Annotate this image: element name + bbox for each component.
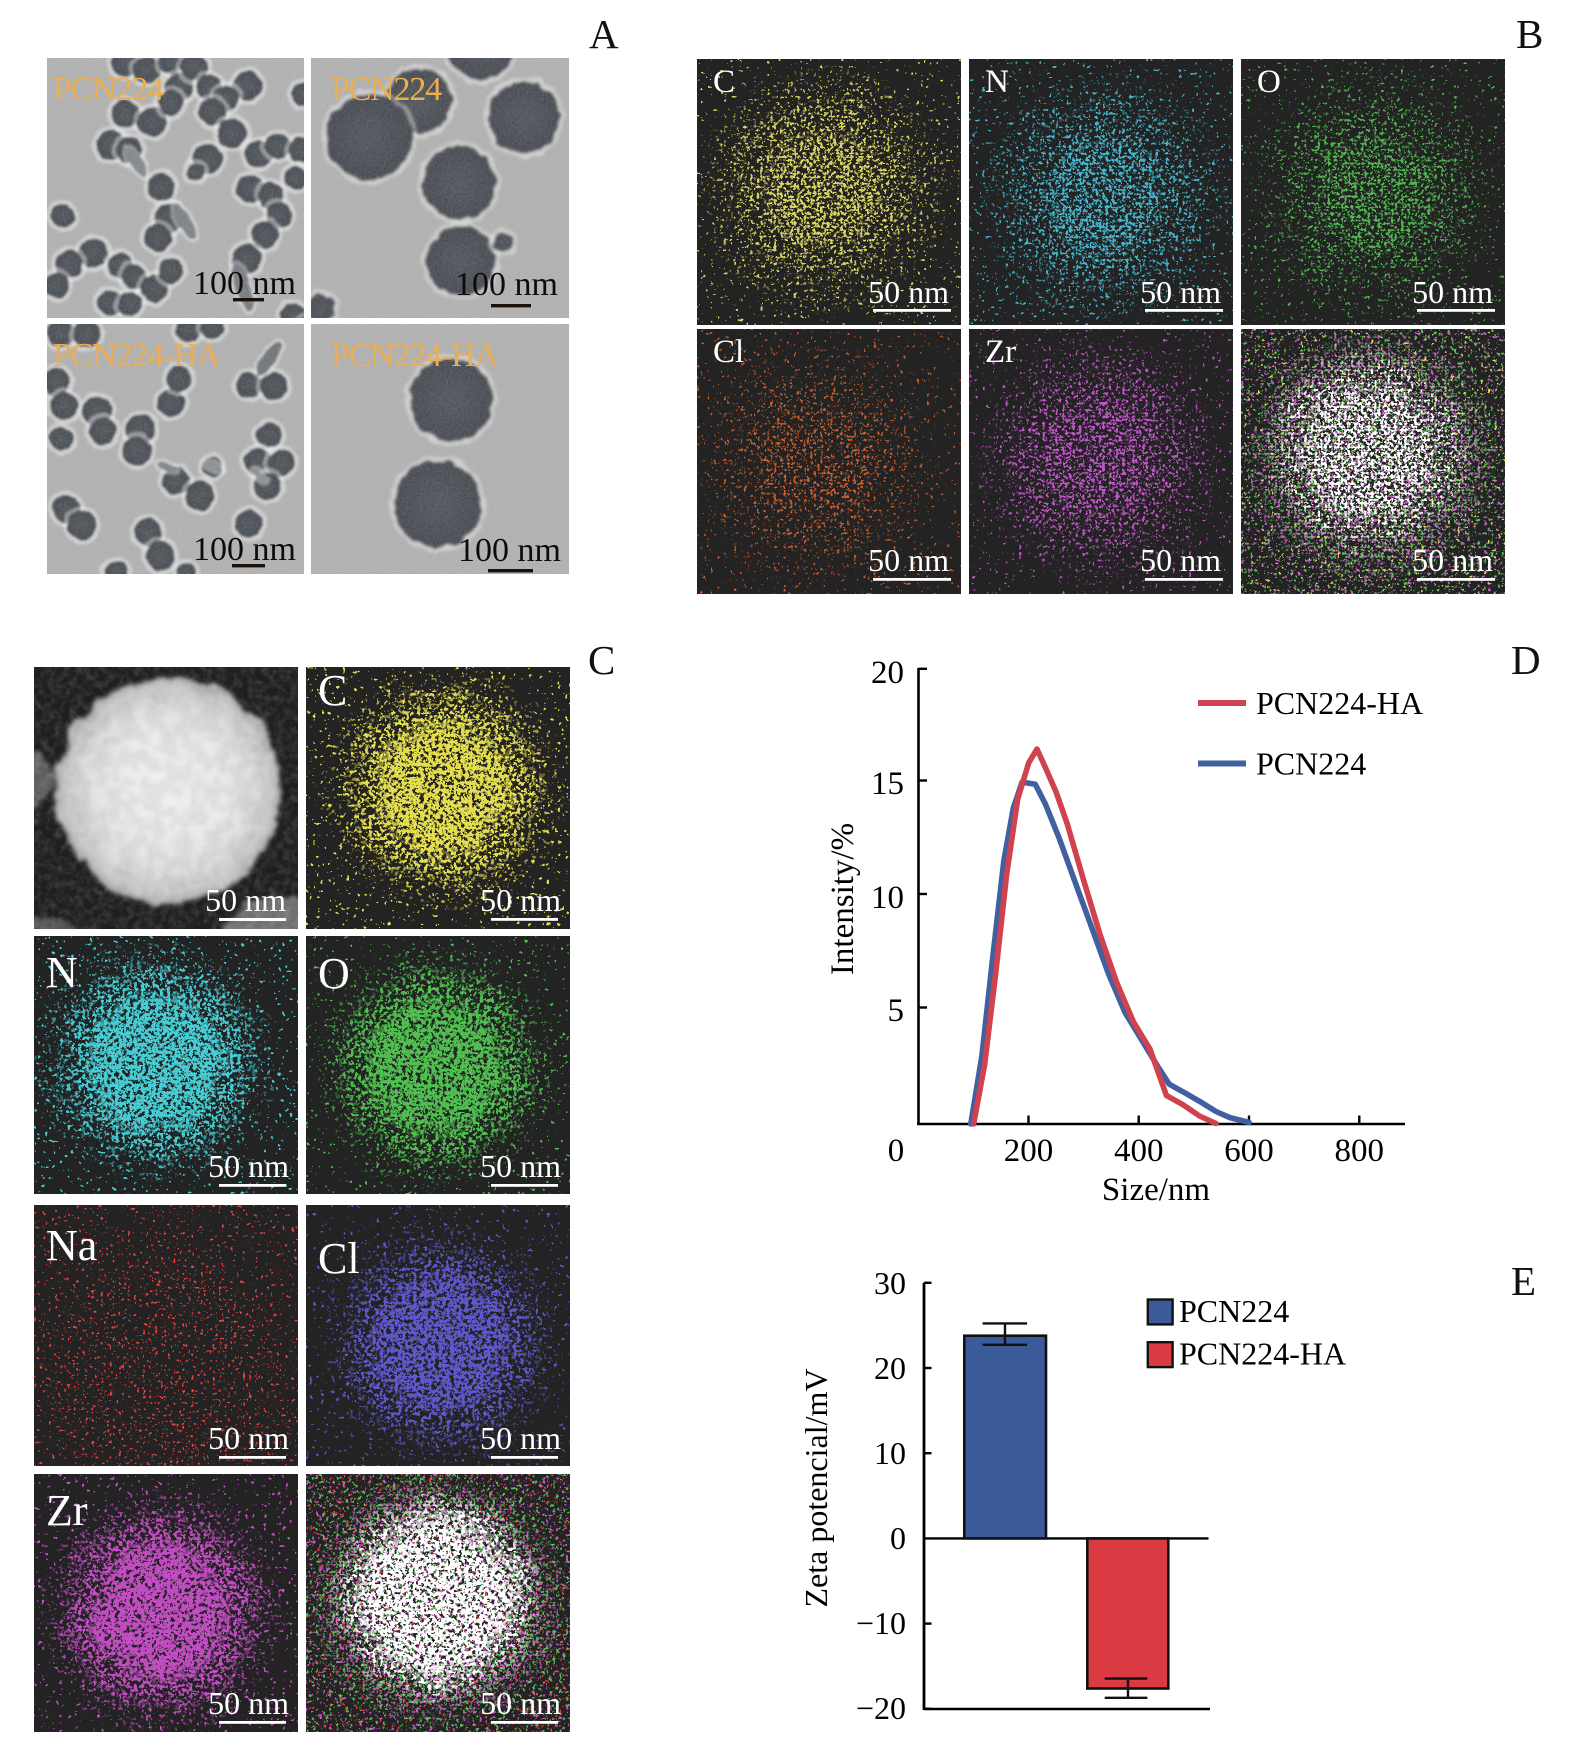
svg-text:50 nm: 50 nm	[205, 882, 286, 918]
svg-text:C: C	[318, 667, 347, 715]
svg-text:PCN224: PCN224	[1256, 746, 1366, 782]
svg-text:50 nm: 50 nm	[208, 1685, 289, 1721]
svg-text:10: 10	[874, 1435, 906, 1471]
svg-text:50 nm: 50 nm	[868, 542, 949, 578]
svg-text:0: 0	[890, 1520, 906, 1556]
svg-text:50 nm: 50 nm	[208, 1148, 289, 1184]
svg-text:200: 200	[1004, 1133, 1054, 1169]
svg-text:5: 5	[888, 993, 905, 1029]
svg-text:PCN224: PCN224	[53, 71, 164, 108]
svg-text:Na: Na	[46, 1221, 97, 1270]
svg-text:C: C	[713, 64, 735, 100]
svg-text:50 nm: 50 nm	[480, 1685, 561, 1721]
svg-text:Zr: Zr	[985, 334, 1016, 370]
svg-text:PCN224: PCN224	[331, 71, 442, 108]
svg-text:PCN224-HA: PCN224-HA	[1256, 685, 1423, 721]
svg-text:100 nm: 100 nm	[455, 266, 558, 303]
svg-text:PCN224: PCN224	[1179, 1293, 1289, 1329]
svg-text:O: O	[1257, 64, 1281, 100]
svg-text:50 nm: 50 nm	[1412, 542, 1493, 578]
svg-text:N: N	[985, 64, 1009, 100]
svg-text:50 nm: 50 nm	[1140, 542, 1221, 578]
svg-text:Cl: Cl	[713, 334, 744, 370]
svg-text:Zr: Zr	[46, 1486, 88, 1535]
svg-text:−10: −10	[856, 1605, 906, 1641]
svg-text:20: 20	[871, 655, 904, 691]
svg-text:20: 20	[874, 1350, 906, 1386]
svg-text:100 nm: 100 nm	[193, 265, 296, 302]
svg-text:100 nm: 100 nm	[458, 532, 561, 569]
svg-text:50 nm: 50 nm	[1140, 274, 1221, 310]
svg-text:50 nm: 50 nm	[868, 274, 949, 310]
svg-text:Size/nm: Size/nm	[1102, 1172, 1210, 1208]
svg-text:PCN224-HA: PCN224-HA	[53, 337, 221, 374]
svg-text:400: 400	[1114, 1133, 1164, 1169]
svg-text:PCN224-HA: PCN224-HA	[331, 337, 499, 374]
svg-text:50 nm: 50 nm	[480, 1148, 561, 1184]
svg-text:50 nm: 50 nm	[208, 1420, 289, 1456]
svg-text:−20: −20	[856, 1690, 906, 1726]
svg-text:PCN224-HA: PCN224-HA	[1179, 1336, 1346, 1372]
svg-text:O: O	[318, 949, 350, 998]
svg-text:50 nm: 50 nm	[480, 1420, 561, 1456]
svg-text:100 nm: 100 nm	[193, 531, 296, 568]
svg-text:10: 10	[871, 880, 904, 916]
svg-text:0: 0	[888, 1133, 905, 1169]
svg-text:50 nm: 50 nm	[480, 882, 561, 918]
svg-text:600: 600	[1224, 1133, 1274, 1169]
svg-text:50 nm: 50 nm	[1412, 274, 1493, 310]
svg-text:800: 800	[1335, 1133, 1385, 1169]
svg-text:Intensity/%: Intensity/%	[825, 823, 861, 975]
svg-text:30: 30	[874, 1265, 906, 1301]
svg-text:Cl: Cl	[318, 1234, 360, 1283]
svg-text:N: N	[46, 948, 78, 997]
svg-text:15: 15	[871, 766, 904, 802]
svg-text:Zeta potencial/mV: Zeta potencial/mV	[800, 1368, 834, 1607]
